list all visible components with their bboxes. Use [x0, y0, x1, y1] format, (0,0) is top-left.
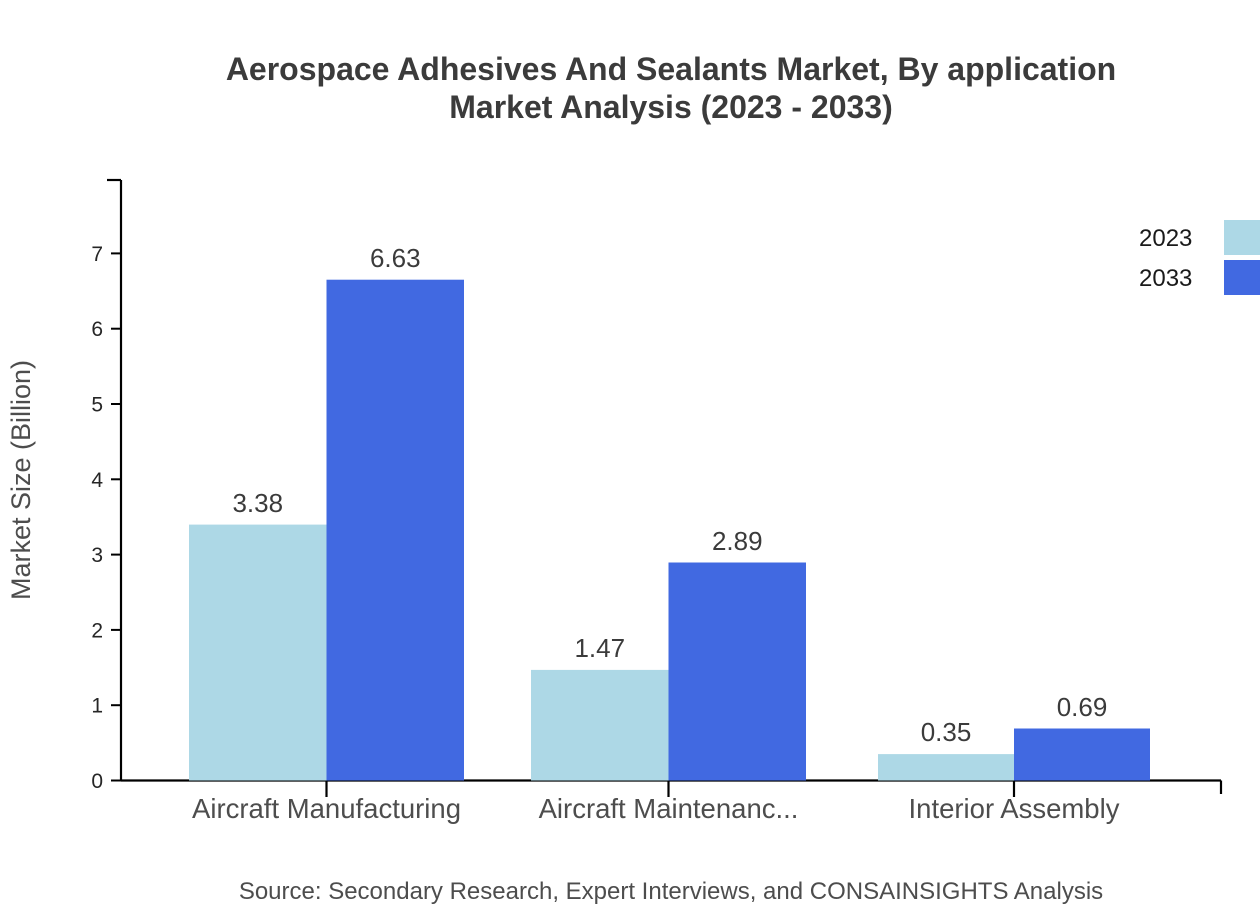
- svg-text:Aircraft Manufacturing: Aircraft Manufacturing: [192, 793, 461, 824]
- svg-text:2: 2: [91, 619, 103, 642]
- svg-text:1: 1: [91, 695, 103, 718]
- svg-text:6: 6: [91, 318, 103, 341]
- svg-text:7: 7: [91, 243, 103, 266]
- svg-text:6.63: 6.63: [370, 243, 421, 273]
- svg-text:3.38: 3.38: [232, 488, 283, 518]
- svg-text:1.47: 1.47: [574, 633, 625, 663]
- svg-text:3: 3: [91, 544, 103, 567]
- svg-text:2033: 2033: [1139, 265, 1192, 292]
- svg-text:4: 4: [91, 469, 103, 492]
- svg-text:2023: 2023: [1139, 225, 1192, 252]
- svg-text:0.69: 0.69: [1057, 692, 1108, 722]
- svg-text:0: 0: [91, 770, 103, 793]
- svg-text:Interior Assembly: Interior Assembly: [909, 793, 1120, 824]
- svg-text:2.89: 2.89: [712, 526, 763, 556]
- svg-text:5: 5: [91, 394, 103, 417]
- svg-text:0.35: 0.35: [921, 717, 972, 747]
- svg-text:Aircraft Maintenanc...: Aircraft Maintenanc...: [539, 793, 799, 824]
